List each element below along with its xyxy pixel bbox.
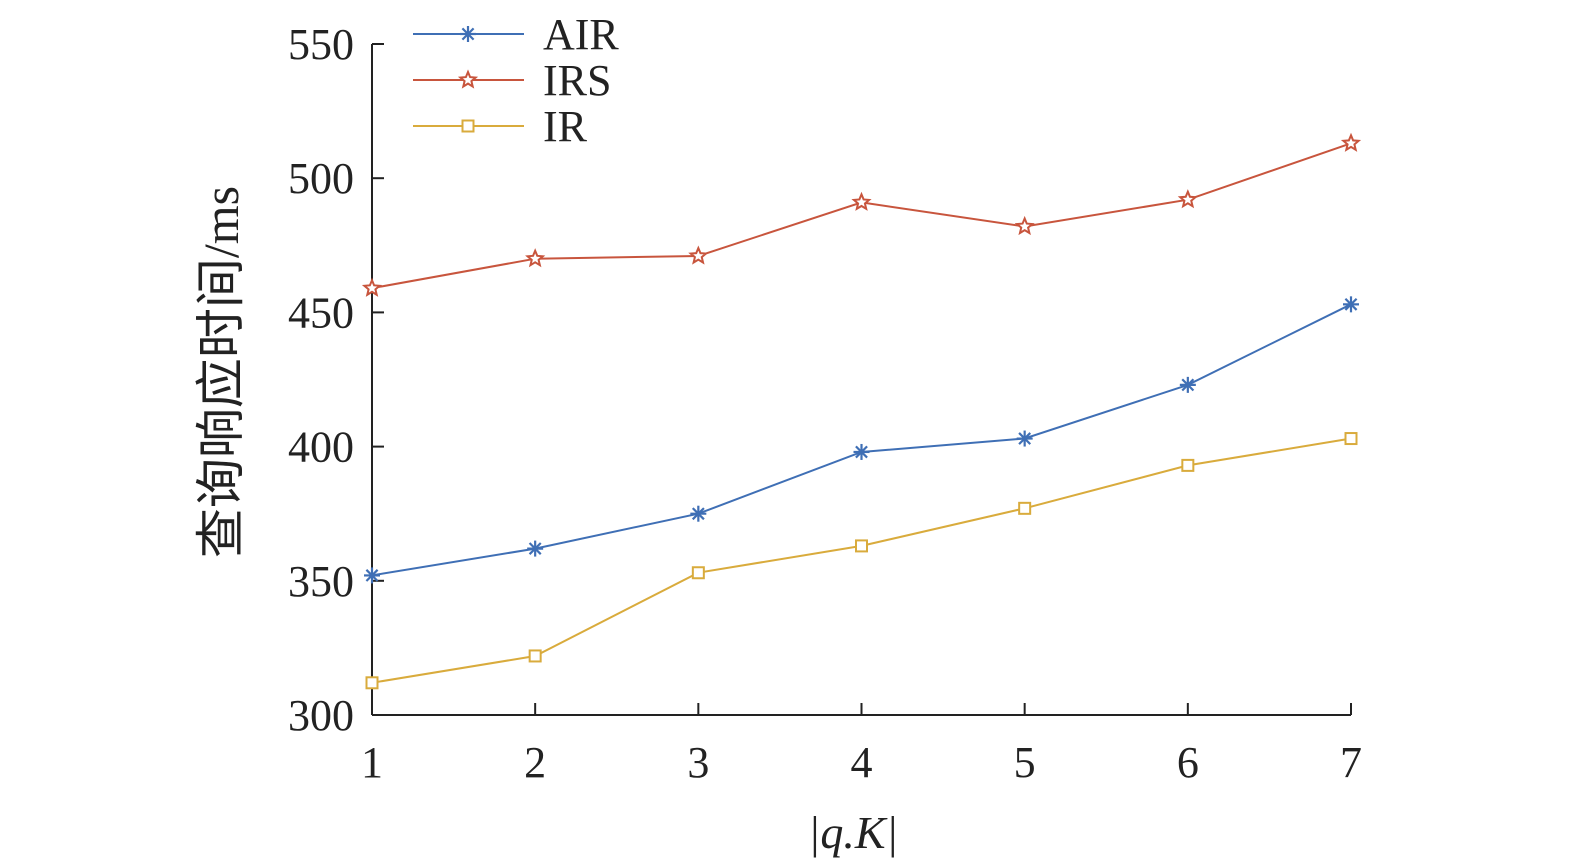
series-ir-point <box>1018 501 1032 515</box>
x-tick-label: 1 <box>361 738 383 787</box>
marker-stroke <box>1018 432 1032 445</box>
marker-stroke <box>365 569 379 582</box>
series-air-point <box>527 540 544 557</box>
marker-stroke <box>1181 378 1195 392</box>
axes <box>371 44 1351 716</box>
legend-item-irs: IRS <box>413 56 611 105</box>
series-irs-point <box>1177 189 1198 209</box>
y-tick-label: 500 <box>288 154 354 203</box>
series-air-point <box>1016 430 1033 447</box>
marker-stroke <box>461 27 475 41</box>
series-air-line <box>371 303 1352 577</box>
x-tick-label: 5 <box>1014 738 1036 787</box>
series-ir-point <box>528 649 542 663</box>
y-tick-label: 450 <box>288 288 354 337</box>
series-irs-point <box>525 248 546 268</box>
x-tick-label: 7 <box>1340 738 1362 787</box>
legend-label: AIR <box>543 10 619 59</box>
series-irs-point <box>851 191 872 211</box>
y-tick-label: 400 <box>288 423 354 472</box>
legend-label: IR <box>543 102 588 151</box>
series-ir-point <box>691 566 705 580</box>
series-ir-point <box>1344 432 1358 446</box>
x-ticks: 1 2 3 4 5 6 7 <box>361 703 1362 787</box>
y-tick-label: 550 <box>288 20 354 69</box>
series-ir-line <box>371 437 1352 684</box>
series-irs-point <box>1340 132 1362 152</box>
series-ir-point <box>855 539 868 553</box>
marker-stroke <box>691 507 705 521</box>
marker-stroke <box>855 445 868 459</box>
y-tick-label: 300 <box>288 691 354 740</box>
series-irs <box>361 132 1362 297</box>
marker-stroke <box>528 542 542 555</box>
series-air-point <box>853 443 870 460</box>
x-axis-title: |q.K| <box>808 807 898 858</box>
x-tick-label: 3 <box>687 738 709 787</box>
legend-item-ir: IR <box>413 102 588 151</box>
legend-marker <box>461 119 475 133</box>
series-air-point <box>1179 376 1196 393</box>
y-ticks: 300 350 400 450 500 550 <box>288 20 384 740</box>
series-layer <box>361 132 1362 690</box>
legend-marker <box>460 26 476 42</box>
series-irs-point <box>1014 215 1035 236</box>
series-irs-line <box>371 142 1352 290</box>
series-ir-point <box>1181 458 1195 472</box>
series-ir-point <box>365 676 379 690</box>
series-irs-point <box>361 277 383 297</box>
series-ir <box>365 432 1358 690</box>
x-tick-label: 4 <box>851 738 873 787</box>
x-tick-label: 2 <box>524 738 546 787</box>
series-irs-point <box>688 245 709 265</box>
legend-marker <box>457 69 479 89</box>
series-air <box>364 296 1359 584</box>
series-air-point <box>690 505 707 522</box>
y-tick-label: 350 <box>288 557 354 606</box>
y-axis-title: 查询响应时间/ms <box>193 186 249 558</box>
marker-stroke <box>1344 297 1358 311</box>
series-air-point <box>1343 296 1359 313</box>
x-tick-label: 6 <box>1177 738 1199 787</box>
legend-label: IRS <box>543 56 611 105</box>
series-air-point <box>364 567 380 584</box>
legend-item-air: AIR <box>413 10 619 59</box>
